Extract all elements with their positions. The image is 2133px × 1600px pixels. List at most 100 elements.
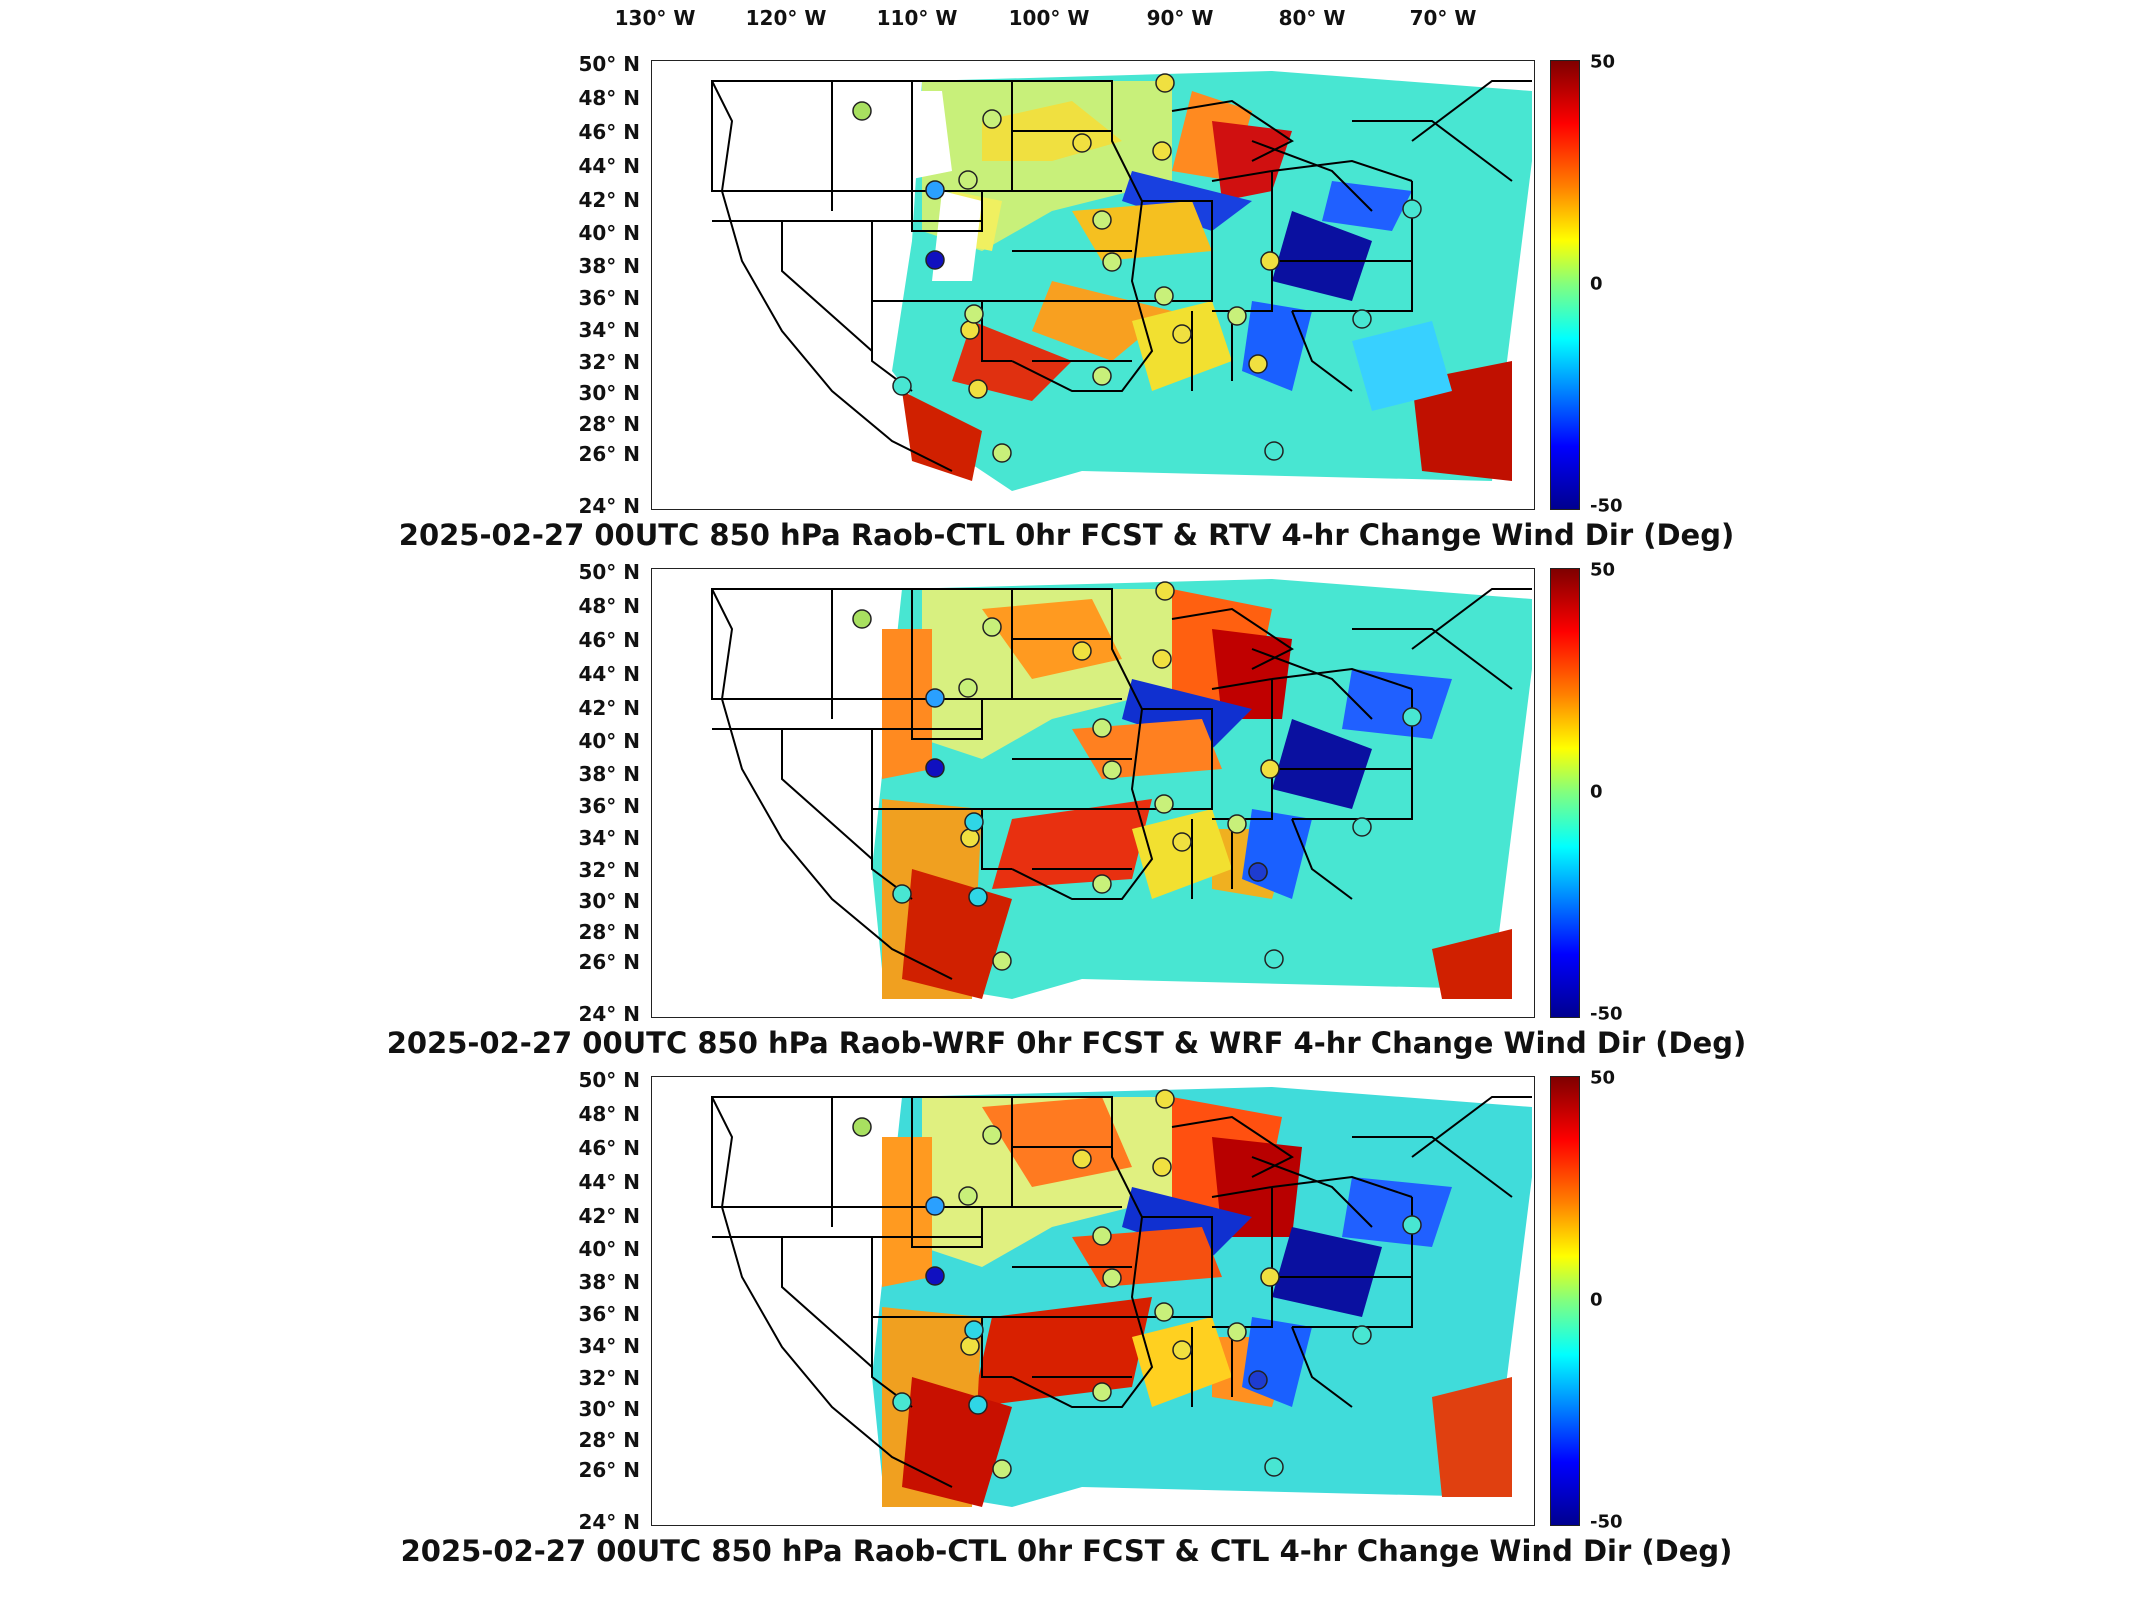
colorbar-mid-label: 0	[1590, 781, 1603, 803]
station-marker	[1154, 1302, 1174, 1322]
station-marker	[1072, 1149, 1092, 1169]
station-marker	[925, 688, 945, 708]
map-svg	[711, 579, 1532, 999]
station-marker	[852, 609, 872, 629]
station-marker	[1152, 141, 1172, 161]
colorbar-mid-label: 0	[1590, 1289, 1603, 1311]
map-svg	[711, 1087, 1532, 1507]
state-boundaries	[711, 80, 1532, 472]
station-marker	[960, 320, 980, 340]
station-marker	[1352, 817, 1372, 837]
station-marker	[1154, 794, 1174, 814]
station-marker	[925, 758, 945, 778]
lon-label: 70° W	[1409, 6, 1477, 30]
station-marker	[1260, 759, 1280, 779]
lat-label: 32° N	[578, 1366, 640, 1390]
station-marker	[1102, 252, 1122, 272]
station-marker	[958, 678, 978, 698]
station-marker	[1227, 306, 1247, 326]
lat-label: 34° N	[578, 318, 640, 342]
raob-stations	[852, 581, 1422, 971]
station-marker	[852, 1117, 872, 1137]
data-field	[872, 1087, 1532, 1507]
station-marker	[1155, 581, 1175, 601]
lat-label: 28° N	[578, 1428, 640, 1452]
station-marker	[1092, 366, 1112, 386]
station-marker	[1072, 133, 1092, 153]
lat-label: 32° N	[578, 350, 640, 374]
lon-label: 130° W	[614, 6, 696, 30]
station-marker	[1402, 199, 1422, 219]
lat-label: 40° N	[578, 1237, 640, 1261]
station-marker	[964, 1320, 984, 1340]
lat-label: 38° N	[578, 1270, 640, 1294]
lat-label: 50° N	[578, 1068, 640, 1092]
station-marker	[1227, 1322, 1247, 1342]
colorbar-max-label: 50	[1590, 559, 1616, 581]
station-marker	[1092, 210, 1112, 230]
station-marker	[1092, 874, 1112, 894]
map-panel-2: 50° N 48° N 46° N 44° N 42° N 40° N 38° …	[0, 560, 2133, 1070]
station-marker	[1172, 832, 1192, 852]
station-marker	[925, 1266, 945, 1286]
lat-label: 46° N	[578, 628, 640, 652]
station-marker	[925, 250, 945, 270]
station-marker	[1154, 286, 1174, 306]
station-marker	[982, 617, 1002, 637]
colorbar	[1550, 60, 1580, 510]
lat-label: 30° N	[578, 1397, 640, 1421]
lat-label: 24° N	[578, 1002, 640, 1026]
colorbar-mid-label: 0	[1590, 273, 1603, 295]
station-marker	[968, 887, 988, 907]
lon-label: 100° W	[1008, 6, 1090, 30]
lat-label: 50° N	[578, 560, 640, 584]
station-marker	[982, 109, 1002, 129]
lat-label: 28° N	[578, 412, 640, 436]
station-marker	[1155, 1089, 1175, 1109]
map-plot	[651, 60, 1535, 510]
station-marker	[960, 1336, 980, 1356]
raob-stations	[852, 1089, 1422, 1479]
lon-label: 120° W	[745, 6, 827, 30]
colorbar-min-label: -50	[1590, 1511, 1623, 1533]
station-marker	[1102, 760, 1122, 780]
station-marker	[892, 1392, 912, 1412]
colorbar-min-label: -50	[1590, 495, 1623, 517]
station-marker	[1352, 1325, 1372, 1345]
panel-title: 2025-02-27 00UTC 850 hPa Raob-WRF 0hr FC…	[386, 1026, 1747, 1060]
lat-label: 40° N	[578, 729, 640, 753]
lat-label: 44° N	[578, 662, 640, 686]
lon-label: 90° W	[1146, 6, 1214, 30]
lat-label: 26° N	[578, 442, 640, 466]
lat-label: 34° N	[578, 1334, 640, 1358]
lat-label: 44° N	[578, 1170, 640, 1194]
lat-label: 30° N	[578, 381, 640, 405]
station-marker	[1248, 1370, 1268, 1390]
station-marker	[1402, 1215, 1422, 1235]
station-marker	[852, 101, 872, 121]
lat-label: 28° N	[578, 920, 640, 944]
data-field	[872, 71, 1532, 491]
station-marker	[992, 1459, 1012, 1479]
station-marker	[1227, 814, 1247, 834]
lat-label: 42° N	[578, 188, 640, 212]
map-panel-3: 50° N 48° N 46° N 44° N 42° N 40° N 38° …	[0, 1068, 2133, 1578]
station-marker	[1264, 441, 1284, 461]
station-marker	[1248, 354, 1268, 374]
data-field	[872, 579, 1532, 999]
station-marker	[992, 951, 1012, 971]
map-svg	[711, 71, 1532, 491]
station-marker	[1172, 1340, 1192, 1360]
station-marker	[992, 443, 1012, 463]
lat-label: 42° N	[578, 696, 640, 720]
colorbar-max-label: 50	[1590, 51, 1616, 73]
raob-stations	[852, 73, 1422, 463]
map-plot	[651, 1076, 1535, 1526]
station-marker	[1264, 1457, 1284, 1477]
station-marker	[982, 1125, 1002, 1145]
station-marker	[1260, 251, 1280, 271]
station-marker	[960, 828, 980, 848]
station-marker	[1152, 1157, 1172, 1177]
lat-label: 26° N	[578, 1458, 640, 1482]
lat-label: 36° N	[578, 286, 640, 310]
